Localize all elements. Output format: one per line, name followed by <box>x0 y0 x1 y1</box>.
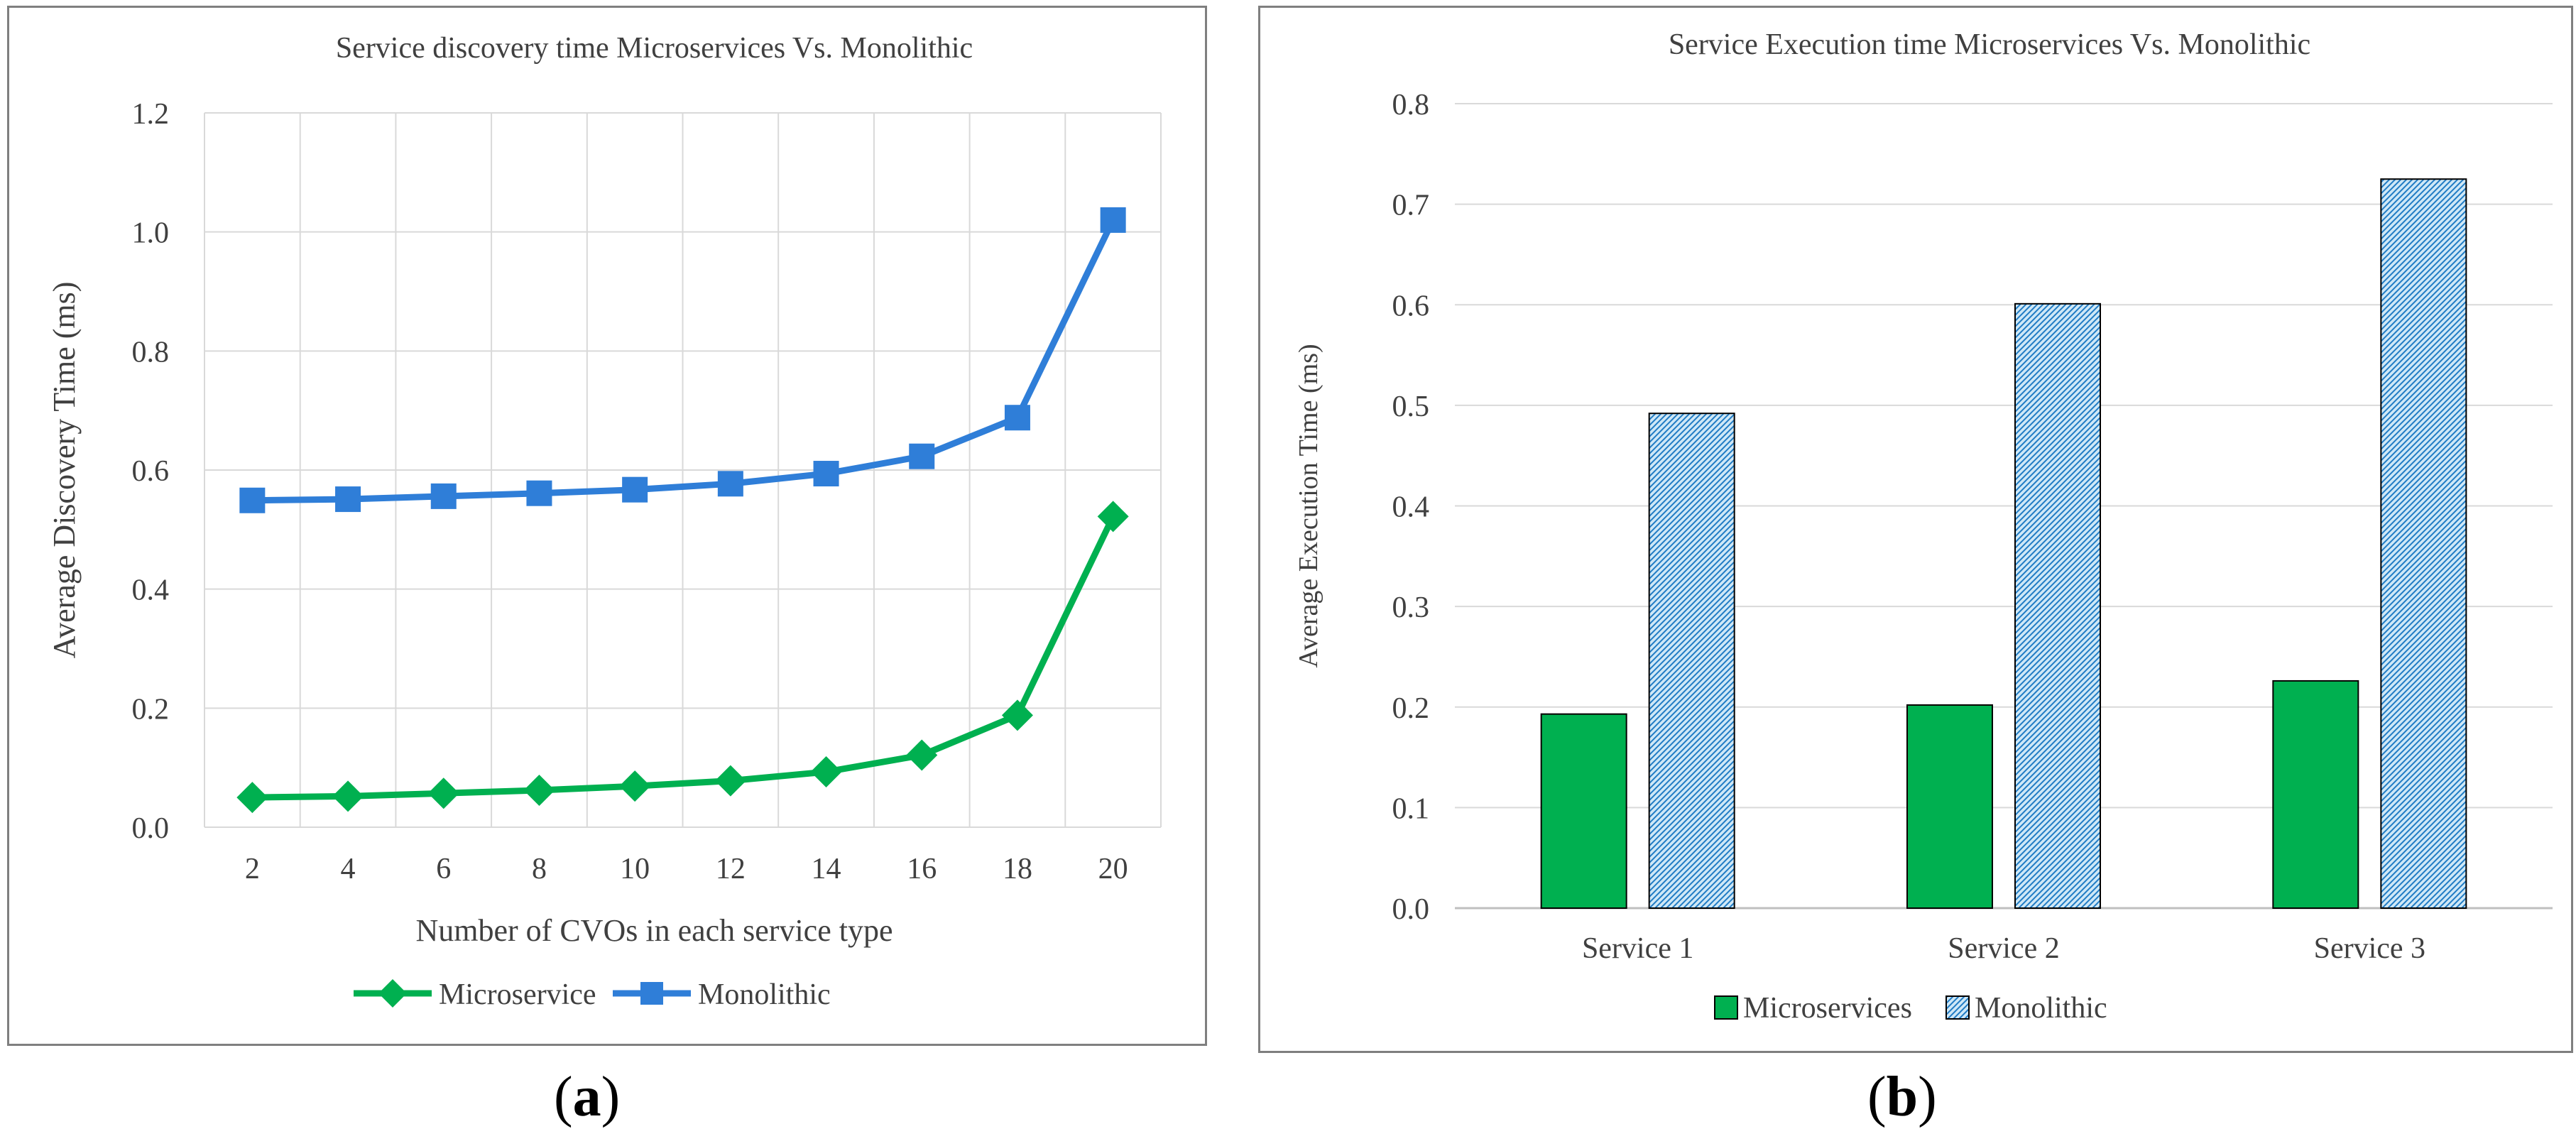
data-point-microservice <box>427 777 459 809</box>
bar-monolithic <box>1648 413 1735 909</box>
data-point-microservice <box>906 739 938 771</box>
bar-chart: Service Execution time Microservices Vs.… <box>1294 28 2553 1025</box>
chart-panel-a: Service discovery time Microservices Vs.… <box>7 6 1207 1046</box>
data-point-monolithic <box>622 476 648 503</box>
x-tick-label: 16 <box>907 853 937 885</box>
x-tick-label: 12 <box>716 853 746 885</box>
y-tick-label: 0.6 <box>132 455 170 488</box>
data-point-monolithic <box>1100 207 1126 233</box>
legend-swatch-monolithic <box>1945 995 1970 1020</box>
y-axis-label: Average Execution Time (ms) <box>1294 344 1324 667</box>
x-tick-label: 6 <box>436 853 451 885</box>
category-label: Service 1 <box>1582 932 1693 965</box>
category-label: Service 3 <box>2314 932 2425 965</box>
y-tick-label: 0.4 <box>1392 491 1430 524</box>
y-tick-label: 0.8 <box>132 336 170 369</box>
data-point-monolithic <box>1004 405 1030 431</box>
data-point-monolithic <box>335 486 361 513</box>
data-point-microservice <box>619 770 651 802</box>
data-point-microservice <box>1097 501 1129 533</box>
series-line-monolithic <box>252 218 1116 504</box>
x-tick-label: 8 <box>532 853 547 885</box>
bar-monolithic <box>2380 178 2467 909</box>
chart-title: Service discovery time Microservices Vs.… <box>336 32 973 65</box>
data-point-monolithic <box>717 471 743 497</box>
panel-label-b: (b) <box>1867 1066 1937 1128</box>
bar-microservices <box>2272 680 2359 909</box>
legend-label-microservices: Microservices <box>1743 992 1912 1025</box>
chart-title: Service Execution time Microservices Vs.… <box>1669 28 2310 61</box>
category-label: Service 2 <box>1948 932 2059 965</box>
bar-microservices <box>1906 704 1993 909</box>
legend-label-microservice: Microservice <box>439 978 596 1011</box>
data-point-monolithic <box>239 487 266 513</box>
x-tick-label: 2 <box>245 853 260 885</box>
x-axis-label: Number of CVOs in each service type <box>415 913 893 948</box>
line-chart: Service discovery time Microservices Vs.… <box>47 32 1162 1011</box>
x-tick-label: 4 <box>341 853 356 885</box>
series-line-microservice <box>252 515 1116 801</box>
y-tick-label: 0.0 <box>1392 893 1430 926</box>
x-tick-label: 20 <box>1098 853 1128 885</box>
data-point-monolithic <box>430 483 457 509</box>
data-point-monolithic <box>813 461 839 487</box>
chart-panel-b: Service Execution time Microservices Vs.… <box>1258 6 2573 1053</box>
data-point-monolithic <box>909 443 935 469</box>
legend-marker-microservice <box>378 979 407 1008</box>
y-tick-label: 0.2 <box>132 693 170 726</box>
data-point-microservice <box>332 780 364 812</box>
y-tick-label: 1.0 <box>132 217 170 250</box>
legend-label-monolithic: Monolithic <box>1975 992 2107 1025</box>
data-point-monolithic <box>526 480 552 506</box>
data-point-microservice <box>523 775 555 807</box>
x-tick-label: 10 <box>620 853 650 885</box>
legend-swatch-microservices <box>1714 995 1738 1020</box>
y-tick-label: 0.6 <box>1392 290 1430 322</box>
bar-monolithic <box>2014 302 2101 909</box>
y-axis-label: Average Discovery Time (ms) <box>47 282 82 659</box>
y-tick-label: 0.0 <box>132 812 170 845</box>
y-tick-label: 0.1 <box>1392 792 1430 825</box>
x-tick-label: 14 <box>812 853 841 885</box>
data-point-microservice <box>1001 699 1033 731</box>
legend-marker-monolithic <box>640 982 663 1005</box>
panel-label-a: (a) <box>554 1066 621 1128</box>
legend-label-monolithic: Monolithic <box>698 978 831 1011</box>
y-tick-label: 0.5 <box>1392 391 1430 423</box>
x-tick-label: 18 <box>1003 853 1032 885</box>
data-point-microservice <box>236 782 268 814</box>
data-point-microservice <box>714 765 746 797</box>
data-point-microservice <box>810 756 842 788</box>
y-tick-label: 0.4 <box>132 574 170 607</box>
y-tick-label: 1.2 <box>132 98 170 131</box>
y-tick-label: 0.7 <box>1392 190 1430 222</box>
y-tick-label: 0.2 <box>1392 692 1430 725</box>
bar-microservices <box>1540 713 1627 909</box>
y-tick-label: 0.8 <box>1392 89 1430 121</box>
y-tick-label: 0.3 <box>1392 591 1430 624</box>
